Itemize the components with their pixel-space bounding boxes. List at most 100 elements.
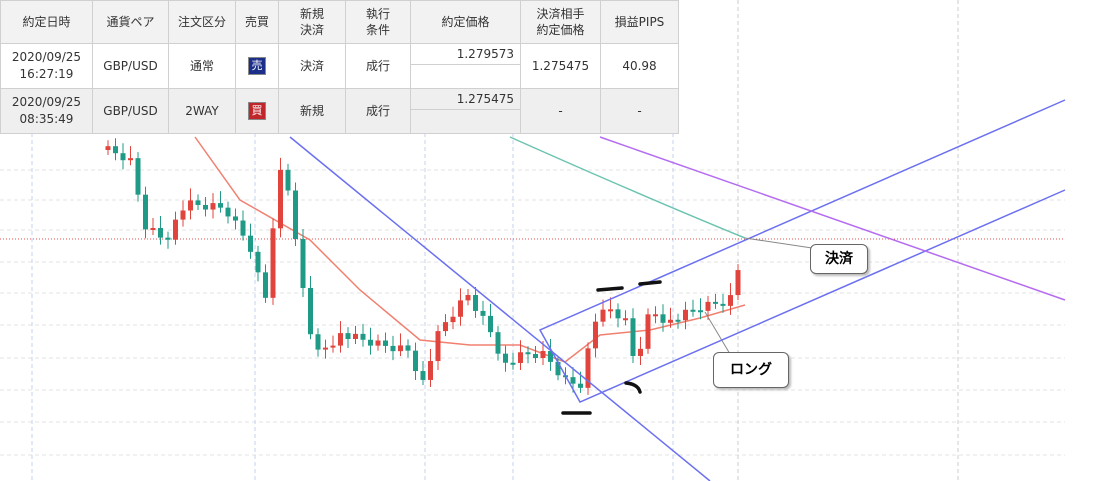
table-cell: 売 [235,43,279,89]
candle-body [653,314,658,317]
header-text: 決済 [299,23,324,37]
callout-line [704,311,731,355]
moving-average [194,136,746,363]
cell-text: - [558,103,563,118]
hand-mark [596,286,624,292]
candle-body [720,303,726,306]
candle-body [263,272,268,298]
side-badge: 売 [248,57,266,75]
candle-body [173,219,178,240]
candle-body [360,333,366,340]
candle-body [248,235,253,252]
candle-body [518,352,523,363]
candle-body [698,310,703,313]
candle-body [705,301,711,311]
candle-body [615,309,621,319]
candle-body [308,288,313,335]
header-text: 注文区分 [177,15,226,29]
candle-body [488,315,493,333]
table-cell: 40.98 [600,43,679,89]
candle-body [735,270,741,296]
candle-body [165,237,171,240]
candle-body [390,345,396,352]
annotation-long: ロング [713,352,789,388]
candle-body [105,146,111,150]
candle-body [143,194,148,230]
candle-body [675,319,681,322]
candle-body [338,333,343,346]
candle-body [128,158,133,161]
candle-body [353,333,358,339]
candle-body [270,228,276,298]
cell-text: 成行 [365,58,390,73]
cell-text: 1.275475 [411,89,520,110]
candle-body [210,203,216,210]
callout-line [744,237,813,249]
table-cell: 成行 [345,88,411,134]
candle-body [465,295,471,301]
table-cell: GBP/USD [92,43,169,89]
table-cell: - [520,88,601,134]
candle-body [473,295,478,311]
candle-body [548,351,553,362]
candle-body [638,348,643,356]
candle-body [593,321,598,349]
header-text: 条件 [365,23,390,37]
candle-body [323,347,328,350]
header-text: 執行 [365,7,390,21]
column-header: 損益PIPS [600,0,679,44]
candle-body [428,361,433,380]
candle-body [345,333,351,339]
header-text: 通貨ペア [106,15,155,29]
candle-body [645,314,651,349]
candle-body [623,318,628,321]
column-header: 新規 決済 [278,0,346,44]
column-header: 通貨ペア [92,0,169,44]
candle-body [368,339,373,346]
header-text: 新規 [299,7,324,21]
table-cell: 成行 [345,43,411,89]
candle-body [188,200,193,211]
table-cell: 1.275475 [520,43,601,89]
column-header: 決済相手 約定価格 [520,0,601,44]
candle-body [578,383,583,388]
cell-text: 通常 [189,58,214,73]
table-cell: 2WAY [168,88,236,134]
column-header: 売買 [235,0,279,44]
column-header: 注文区分 [168,0,236,44]
candle-body [683,309,688,321]
cell-text: 16:27:19 [19,67,74,81]
candle-body [413,350,418,372]
header-text: 約定日時 [22,15,71,29]
candle-body [113,146,118,154]
candle-body [225,207,231,217]
candle-body [315,334,321,350]
candle-body [503,353,508,363]
candle-body [525,352,531,355]
candle-body [398,345,403,352]
candle-body [435,331,441,362]
table-cell: 2020/09/25 16:27:19 [0,43,93,89]
candle-body [630,318,636,356]
candle-body [660,314,666,323]
candle-body [570,377,576,384]
cell-text: 1.279573 [411,44,520,65]
candle-body [495,332,501,354]
cell-text: 08:35:49 [19,112,74,126]
candle-body [585,348,591,388]
candle-body [510,362,516,365]
candle-body [450,316,456,323]
candle-body [330,345,336,348]
table-row: 2020/09/25 16:27:19 GBP/USD 通常 売 決済 成行 1.279573… [0,43,679,89]
candle-body [458,300,463,317]
table-cell: GBP/USD [92,88,169,134]
candle-body [180,210,186,220]
candle-body [120,153,126,161]
cell-text: 2020/09/25 [11,50,82,64]
candle-body [443,322,448,332]
table-cell: 1.275475 [410,88,521,134]
trend-line [289,136,711,481]
candle-body [375,340,381,346]
candle-body [533,354,538,358]
candle-body [278,169,283,229]
